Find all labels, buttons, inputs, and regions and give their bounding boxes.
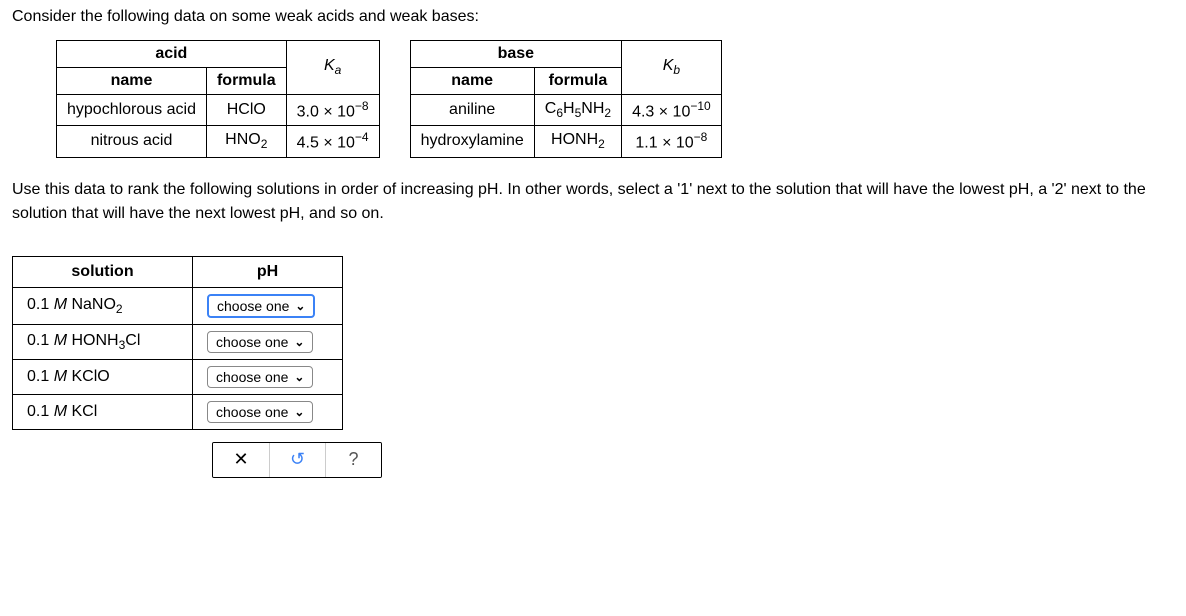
ph-header: pH — [193, 256, 343, 287]
acid-table: acid Ka name formula hypochlorous acid H… — [56, 40, 380, 158]
chevron-down-icon: ⌄ — [294, 405, 304, 419]
acid-name-cell: hypochlorous acid — [57, 95, 207, 126]
intro-text: Consider the following data on some weak… — [12, 8, 1174, 26]
reset-button[interactable]: ↺ — [269, 443, 325, 477]
ph-cell: choose one ⌄ — [193, 394, 343, 429]
kb-coeff: 1.1 × 10 — [635, 135, 693, 152]
kb-exp: −8 — [694, 130, 708, 144]
ka-coeff: 3.0 × 10 — [297, 103, 355, 120]
formula-base: HNO — [225, 131, 261, 148]
acid-name-header: name — [57, 68, 207, 95]
dropdown-label: choose one — [216, 334, 288, 350]
base-table: base Kb name formula aniline C6H5NH2 4.3… — [410, 40, 722, 158]
ka-symbol: K — [324, 57, 335, 74]
help-icon: ? — [348, 449, 358, 470]
ka-exp: −4 — [355, 130, 369, 144]
table-row: 0.1 M KClO choose one ⌄ — [13, 359, 343, 394]
table-row: nitrous acid HNO2 4.5 × 10−4 — [57, 126, 380, 157]
molar-symbol: M — [54, 368, 67, 385]
table-row: 0.1 M HONH3Cl choose one ⌄ — [13, 324, 343, 359]
formula-sub: 2 — [598, 138, 605, 152]
acid-formula-cell: HNO2 — [206, 126, 286, 157]
kb-exp: −10 — [690, 99, 710, 113]
acid-formula-header: formula — [206, 68, 286, 95]
acid-formula-cell: HClO — [206, 95, 286, 126]
solution-cell: 0.1 M NaNO2 — [13, 287, 193, 324]
species: HONH — [67, 332, 119, 349]
chevron-down-icon: ⌄ — [294, 335, 304, 349]
base-group-header: base — [410, 41, 621, 68]
species: KClO — [67, 368, 110, 385]
species: KCl — [67, 403, 97, 420]
formula-base: HONH — [551, 131, 598, 148]
solution-cell: 0.1 M HONH3Cl — [13, 324, 193, 359]
species: NaNO — [67, 296, 116, 313]
base-kb-cell: 1.1 × 10−8 — [622, 126, 722, 157]
ph-rank-dropdown[interactable]: choose one ⌄ — [207, 366, 313, 388]
chevron-down-icon: ⌄ — [294, 370, 304, 384]
acid-ka-header: Ka — [286, 41, 379, 95]
reset-icon: ↺ — [290, 449, 305, 470]
ph-rank-dropdown[interactable]: choose one ⌄ — [207, 331, 313, 353]
base-name-cell: aniline — [410, 95, 534, 126]
acid-name-cell: nitrous acid — [57, 126, 207, 157]
conc: 0.1 — [27, 368, 54, 385]
f-s3: 2 — [604, 106, 611, 120]
ph-rank-dropdown[interactable]: choose one ⌄ — [207, 401, 313, 423]
ka-coeff: 4.5 × 10 — [297, 135, 355, 152]
ph-cell: choose one ⌄ — [193, 324, 343, 359]
help-button[interactable]: ? — [325, 443, 381, 477]
dropdown-label: choose one — [217, 298, 289, 314]
base-name-header: name — [410, 68, 534, 95]
conc: 0.1 — [27, 403, 54, 420]
ph-cell: choose one ⌄ — [193, 359, 343, 394]
molar-symbol: M — [54, 403, 67, 420]
f-s1: 6 — [556, 106, 563, 120]
table-row: hydroxylamine HONH2 1.1 × 10−8 — [410, 126, 721, 157]
base-name-cell: hydroxylamine — [410, 126, 534, 157]
kb-coeff: 4.3 × 10 — [632, 103, 690, 120]
answer-table: solution pH 0.1 M NaNO2 choose one ⌄ 0.1… — [12, 256, 343, 430]
dropdown-label: choose one — [216, 369, 288, 385]
solution-cell: 0.1 M KCl — [13, 394, 193, 429]
species-post: Cl — [125, 332, 140, 349]
base-kb-header: Kb — [622, 41, 722, 95]
table-row: hypochlorous acid HClO 3.0 × 10−8 — [57, 95, 380, 126]
f-pre: C — [545, 100, 557, 117]
ka-subscript: a — [335, 64, 342, 78]
dropdown-label: choose one — [216, 404, 288, 420]
molar-symbol: M — [54, 332, 67, 349]
action-toolbar: ✕ ↺ ? — [212, 442, 382, 478]
f-mid: H — [563, 100, 575, 117]
ph-rank-dropdown[interactable]: choose one ⌄ — [207, 294, 315, 318]
species-sub: 2 — [116, 302, 123, 316]
solution-cell: 0.1 M KClO — [13, 359, 193, 394]
acid-group-header: acid — [57, 41, 287, 68]
kb-symbol: K — [663, 57, 674, 74]
table-row: 0.1 M NaNO2 choose one ⌄ — [13, 287, 343, 324]
close-button[interactable]: ✕ — [213, 443, 269, 477]
table-row: aniline C6H5NH2 4.3 × 10−10 — [410, 95, 721, 126]
kb-subscript: b — [673, 64, 680, 78]
base-formula-cell: C6H5NH2 — [534, 95, 621, 126]
acid-ka-cell: 4.5 × 10−4 — [286, 126, 379, 157]
f-post: NH — [581, 100, 604, 117]
base-formula-header: formula — [534, 68, 621, 95]
chevron-down-icon: ⌄ — [295, 299, 305, 313]
acid-ka-cell: 3.0 × 10−8 — [286, 95, 379, 126]
conc: 0.1 — [27, 332, 54, 349]
close-icon: ✕ — [233, 449, 248, 470]
formula-sub: 2 — [261, 138, 268, 152]
ph-cell: choose one ⌄ — [193, 287, 343, 324]
instructions-text: Use this data to rank the following solu… — [12, 178, 1174, 226]
table-row: 0.1 M KCl choose one ⌄ — [13, 394, 343, 429]
solution-header: solution — [13, 256, 193, 287]
molar-symbol: M — [54, 296, 67, 313]
ka-exp: −8 — [355, 99, 369, 113]
base-kb-cell: 4.3 × 10−10 — [622, 95, 722, 126]
conc: 0.1 — [27, 296, 54, 313]
base-formula-cell: HONH2 — [534, 126, 621, 157]
data-tables-row: acid Ka name formula hypochlorous acid H… — [56, 40, 1174, 158]
